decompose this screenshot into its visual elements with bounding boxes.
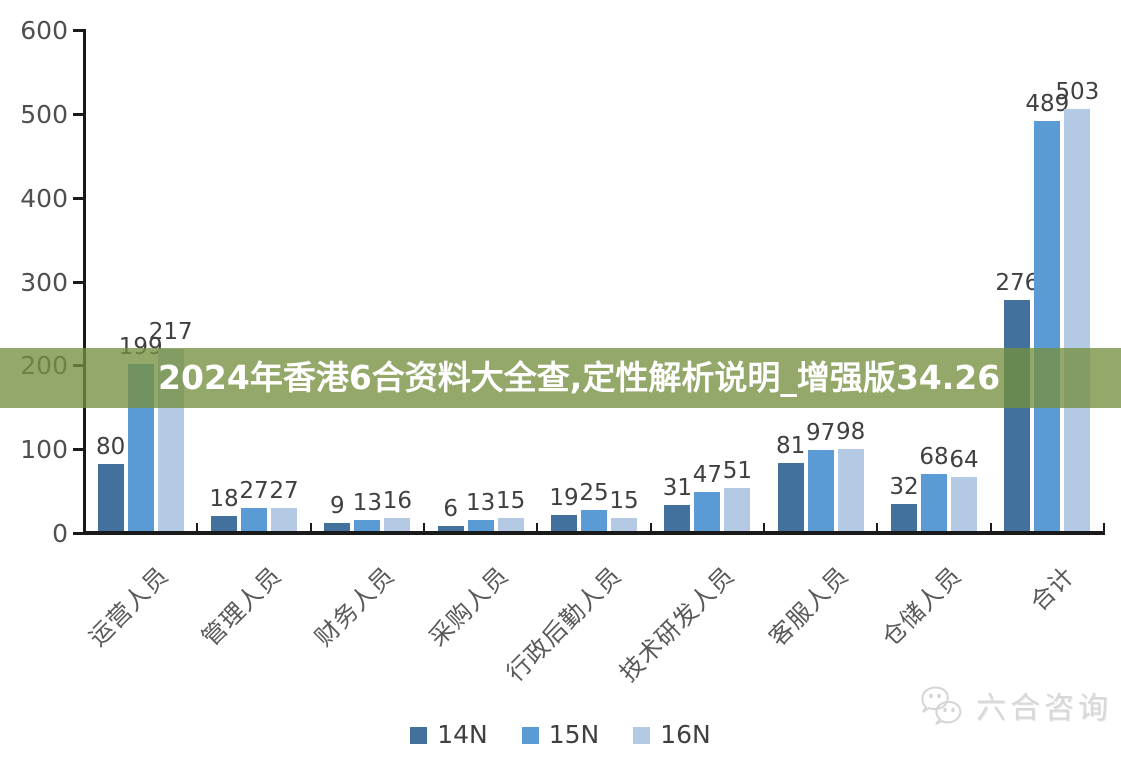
x-axis-tick: [989, 523, 992, 531]
y-axis-tick: [73, 448, 83, 452]
value-label: 503: [1055, 79, 1100, 105]
value-label: 64: [949, 447, 979, 473]
category-label: 采购人员: [423, 561, 514, 652]
category-label: 运营人员: [83, 561, 174, 652]
value-label: 489: [1025, 91, 1070, 117]
chart-legend: 14N 15N 16N: [0, 722, 1121, 748]
y-tick-label: 0: [52, 519, 68, 548]
bar-16N-财务人员: [384, 518, 411, 531]
legend-item-16N: 16N: [633, 722, 711, 748]
wechat-icon: [918, 681, 968, 729]
bar-15N-仓储人员: [921, 474, 947, 531]
legend-swatch-16N: [633, 726, 651, 744]
legend-swatch-15N: [521, 726, 539, 744]
legend-label-14N: 14N: [437, 720, 488, 749]
watermark-text: 六合咨询: [976, 691, 1112, 726]
y-axis-tick: [73, 112, 83, 116]
category-label: 合计: [1025, 561, 1081, 617]
bar-15N-技术研发人员: [694, 492, 721, 531]
value-label: 217: [148, 319, 193, 345]
bar-15N-行政后勤人员: [581, 510, 607, 531]
value-label: 98: [836, 419, 866, 445]
value-label: 31: [662, 475, 692, 501]
bar-16N-仓储人员: [951, 477, 977, 531]
bar-14N-技术研发人员: [664, 505, 691, 531]
bar-14N-管理人员: [211, 516, 237, 531]
x-axis-tick: [763, 523, 765, 531]
bar-16N-合计: [1064, 109, 1091, 531]
legend-label-15N: 15N: [548, 720, 600, 749]
category-label: 财务人员: [309, 561, 401, 652]
bar-14N-运营人员: [97, 464, 124, 531]
x-axis-tick: [196, 523, 199, 531]
bar-16N-客服人员: [837, 449, 864, 531]
category-label: 技术研发人员: [614, 561, 741, 688]
category-label: 仓储人员: [876, 561, 968, 652]
bar-14N-客服人员: [777, 463, 804, 531]
value-label: 16: [382, 488, 412, 514]
value-label: 276: [995, 270, 1040, 296]
value-label: 15: [496, 488, 526, 514]
y-tick-label: 600: [20, 16, 68, 45]
legend-label-16N: 16N: [660, 720, 711, 749]
y-tick-label: 100: [20, 435, 68, 465]
x-axis-tick: [536, 523, 539, 531]
y-axis-tick: [73, 280, 83, 284]
y-axis-tick: [73, 29, 83, 32]
watermark: 六合咨询: [918, 681, 1112, 729]
y-axis-line: [83, 29, 86, 535]
value-label: 81: [776, 433, 806, 459]
overlay-banner-text: 2024年香港6合资料大全查,定性解析说明_增强版34.26: [158, 358, 1001, 397]
bar-14N-财务人员: [324, 523, 351, 531]
bar-16N-管理人员: [271, 508, 297, 531]
value-label: 47: [692, 462, 722, 488]
x-axis-tick: [649, 523, 652, 531]
value-label: 97: [806, 420, 836, 446]
value-label: 51: [722, 458, 752, 484]
bar-15N-采购人员: [467, 520, 494, 531]
value-label: 18: [209, 486, 239, 512]
y-tick-label: 300: [20, 267, 68, 297]
legend-swatch-14N: [410, 726, 428, 744]
y-tick-label: 400: [20, 183, 68, 213]
bar-16N-采购人员: [497, 518, 524, 531]
x-axis-tick: [1103, 523, 1105, 531]
value-label: 32: [889, 474, 919, 500]
x-axis-line: [83, 531, 1105, 535]
category-label: 客服人员: [763, 561, 854, 652]
value-label: 15: [609, 488, 639, 514]
bar-15N-财务人员: [354, 520, 381, 531]
bar-14N-合计: [1004, 300, 1031, 531]
value-label: 80: [96, 434, 126, 460]
value-label: 6: [443, 496, 458, 522]
bar-15N-管理人员: [241, 508, 267, 531]
bar-15N-合计: [1034, 121, 1061, 531]
y-axis-tick: [73, 196, 83, 200]
bar-14N-行政后勤人员: [551, 515, 577, 531]
bar-14N-仓储人员: [891, 504, 917, 531]
bar-14N-采购人员: [437, 526, 464, 531]
x-axis-tick: [876, 523, 879, 531]
value-label: 27: [239, 478, 269, 504]
bar-15N-客服人员: [807, 450, 834, 531]
bar-16N-行政后勤人员: [611, 518, 637, 531]
bar-16N-技术研发人员: [724, 488, 751, 531]
legend-item-14N: 14N: [410, 722, 488, 748]
value-label: 13: [352, 490, 382, 516]
value-label: 13: [466, 490, 496, 516]
y-axis-tick: [73, 532, 83, 535]
overlay-banner: 2024年香港6合资料大全查,定性解析说明_增强版34.26: [0, 348, 1121, 408]
value-label: 19: [549, 485, 579, 511]
category-label: 行政后勤人员: [501, 561, 628, 688]
value-label: 9: [330, 493, 345, 519]
value-label: 27: [269, 478, 299, 504]
y-tick-label: 500: [20, 99, 68, 129]
x-axis-tick: [309, 523, 312, 531]
value-label: 25: [579, 480, 609, 506]
value-label: 68: [919, 444, 949, 470]
category-label: 管理人员: [196, 561, 288, 652]
x-axis-tick: [423, 523, 425, 531]
legend-item-15N: 15N: [521, 720, 600, 749]
